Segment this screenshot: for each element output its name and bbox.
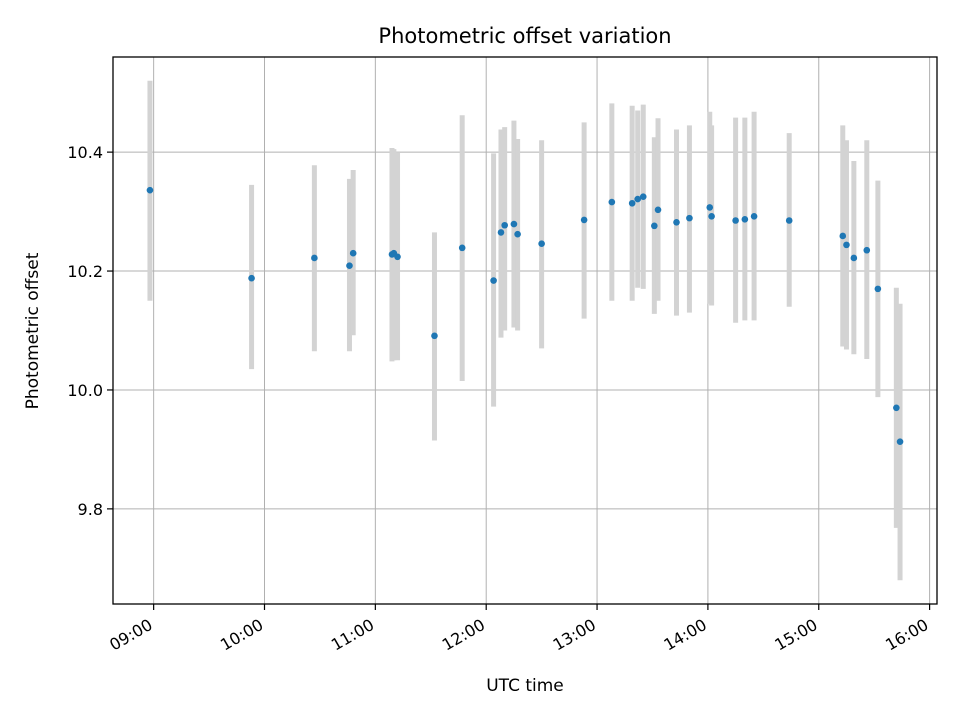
data-points [146, 186, 904, 445]
data-point [490, 277, 497, 284]
chart-title: Photometric offset variation [378, 24, 671, 48]
data-point [311, 254, 318, 262]
data-point [843, 241, 850, 249]
data-point [893, 404, 900, 412]
y-tick-label: 10.0 [67, 381, 103, 400]
y-tick-label: 9.8 [78, 500, 103, 519]
data-point [785, 217, 793, 224]
x-axis-label: UTC time [486, 676, 564, 696]
data-point [839, 232, 847, 240]
data-point [686, 214, 693, 222]
data-point [654, 206, 662, 214]
data-point [732, 217, 739, 224]
data-point [501, 221, 508, 229]
data-point [146, 186, 154, 194]
data-point [510, 220, 518, 228]
y-axis-label: Photometric offset [23, 252, 43, 409]
data-point [608, 198, 616, 206]
data-point [750, 213, 758, 220]
data-point [458, 244, 466, 252]
data-point [394, 253, 401, 261]
data-point [639, 193, 647, 201]
data-point [673, 218, 680, 226]
data-point [634, 195, 641, 203]
data-point [708, 213, 715, 220]
data-point [850, 254, 858, 262]
data-point [514, 230, 521, 238]
data-point [651, 222, 658, 230]
data-point [706, 204, 714, 211]
y-tick-label: 10.2 [67, 262, 103, 281]
data-point [497, 229, 505, 236]
data-point [431, 332, 438, 340]
data-point [580, 216, 588, 224]
data-point [538, 240, 545, 247]
y-tick-label: 10.4 [67, 143, 103, 162]
data-point [628, 199, 636, 207]
data-point [741, 216, 749, 223]
plot-frame [112, 56, 938, 605]
data-point [349, 249, 357, 257]
data-point [346, 262, 353, 269]
data-point [896, 438, 904, 445]
data-point [248, 274, 255, 282]
data-point [874, 285, 882, 293]
data-point [863, 246, 871, 254]
